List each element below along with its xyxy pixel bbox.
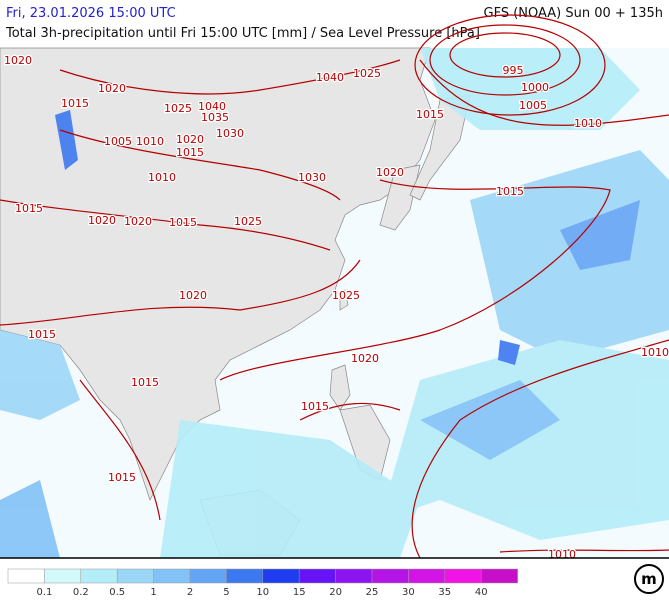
isobar-label: 1040	[316, 71, 344, 84]
legend: 0.1 0.2 0.5 1 2 5 10 15 20 25 30 35 40	[7, 568, 518, 598]
isobar	[449, 32, 561, 78]
precip-area	[55, 110, 78, 170]
legend-swatch	[80, 568, 118, 584]
isobar-label: 1010	[641, 346, 669, 359]
isobar-label: 1015	[176, 146, 204, 159]
isobar-label: 1000	[521, 81, 549, 94]
header: Fri, 23.01.2026 15:00 UTC GFS (NOAA) Sun…	[0, 0, 669, 48]
isobar-label: 995	[503, 64, 524, 77]
legend-label: 0.2	[73, 587, 89, 598]
legend-swatch	[44, 568, 82, 584]
isobar-label: 1005	[519, 99, 547, 112]
isobar-label: 1015	[496, 185, 524, 198]
isobar-label: 1010	[548, 548, 576, 561]
legend-label: 30	[402, 587, 415, 598]
precip-area	[498, 340, 520, 365]
isobar-label: 1025	[332, 289, 360, 302]
isobar-label: 1020	[4, 54, 32, 67]
isobar-label: 1025	[234, 215, 262, 228]
land	[0, 47, 471, 556]
legend-label: 2	[187, 587, 193, 598]
precip-area	[470, 150, 669, 360]
legend-label: 35	[438, 587, 451, 598]
legend-swatch	[7, 568, 45, 584]
isobar-label: 1015	[169, 216, 197, 229]
precip-area	[0, 480, 60, 558]
isobar-label: 1020	[176, 133, 204, 146]
isobar-label: 1020	[376, 166, 404, 179]
isobar	[0, 199, 331, 251]
isobar-label: 1015	[28, 328, 56, 341]
precip-area	[420, 48, 640, 130]
precip-area	[420, 380, 560, 460]
isobar-label: 1030	[216, 127, 244, 140]
legend-label: 0.5	[109, 587, 125, 598]
isobar-label: 1020	[179, 289, 207, 302]
legend-label: 20	[329, 587, 342, 598]
logo-text: m	[641, 570, 657, 588]
precip-area	[160, 420, 420, 558]
legend-label: 40	[475, 587, 488, 598]
isobar	[299, 402, 401, 421]
isobar-label: 1035	[201, 111, 229, 124]
isobar	[419, 59, 669, 126]
model-run: GFS (NOAA) Sun 00 + 135h	[483, 6, 663, 21]
legend-label: 15	[293, 587, 306, 598]
legend-swatch	[298, 568, 336, 584]
legend-label: 5	[223, 587, 229, 598]
isobar-label: 1010	[574, 117, 602, 130]
isobar	[59, 129, 341, 201]
isobar-label: 1025	[353, 67, 381, 80]
isobar-label: 1015	[416, 108, 444, 121]
legend-swatch	[189, 568, 227, 584]
subtitle: Total 3h-precipitation until Fri 15:00 U…	[6, 26, 480, 41]
isobar-label: 1015	[301, 400, 329, 413]
isobar	[414, 14, 606, 116]
legend-swatch	[153, 568, 191, 584]
isobar-label: 1015	[108, 471, 136, 484]
isobar-label: 1020	[351, 352, 379, 365]
isobar-label: 1010	[148, 171, 176, 184]
legend-swatch	[480, 568, 518, 584]
isobar-label: 1015	[15, 202, 43, 215]
legend-label: 25	[366, 587, 379, 598]
isobar-label: 1030	[298, 171, 326, 184]
isobar-label: 1040	[198, 100, 226, 113]
isobar-label: 1020	[124, 215, 152, 228]
isobar-label: 1020	[98, 82, 126, 95]
legend-label: 0.1	[36, 587, 52, 598]
isobar	[499, 549, 669, 553]
legend-swatch	[335, 568, 373, 584]
isobar-label: 1015	[61, 97, 89, 110]
precipitation	[0, 48, 669, 558]
isobar-label: 1025	[164, 102, 192, 115]
isobar-label: 1010	[136, 135, 164, 148]
legend-swatch	[371, 568, 409, 584]
legend-swatch	[444, 568, 482, 584]
isobar-label: 1015	[131, 376, 159, 389]
isobar	[79, 379, 161, 521]
isobar	[411, 339, 669, 559]
legend-label: 1	[150, 587, 156, 598]
isobar	[0, 259, 361, 326]
isobar	[59, 59, 401, 95]
precip-area	[560, 200, 640, 270]
legend-swatch	[262, 568, 300, 584]
legend-label: 10	[256, 587, 269, 598]
logo	[634, 564, 664, 594]
precip-area	[0, 330, 80, 420]
isobar-label: 1020	[88, 214, 116, 227]
legend-swatch	[116, 568, 154, 584]
isobar-label: 1005	[104, 135, 132, 148]
title: Fri, 23.01.2026 15:00 UTC	[6, 6, 176, 21]
legend-swatch	[408, 568, 446, 584]
isobars	[0, 14, 669, 559]
legend-swatch	[226, 568, 264, 584]
isobar	[219, 179, 611, 381]
isobar	[429, 24, 581, 96]
